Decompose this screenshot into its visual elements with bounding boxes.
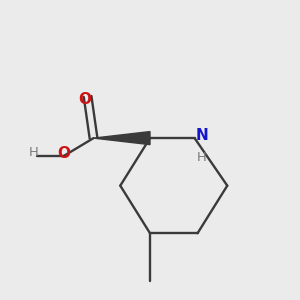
Text: H: H [29,146,39,160]
Text: O: O [57,146,70,161]
Text: H: H [197,151,207,164]
Polygon shape [94,132,150,145]
Text: N: N [196,128,208,142]
Text: O: O [78,92,91,107]
